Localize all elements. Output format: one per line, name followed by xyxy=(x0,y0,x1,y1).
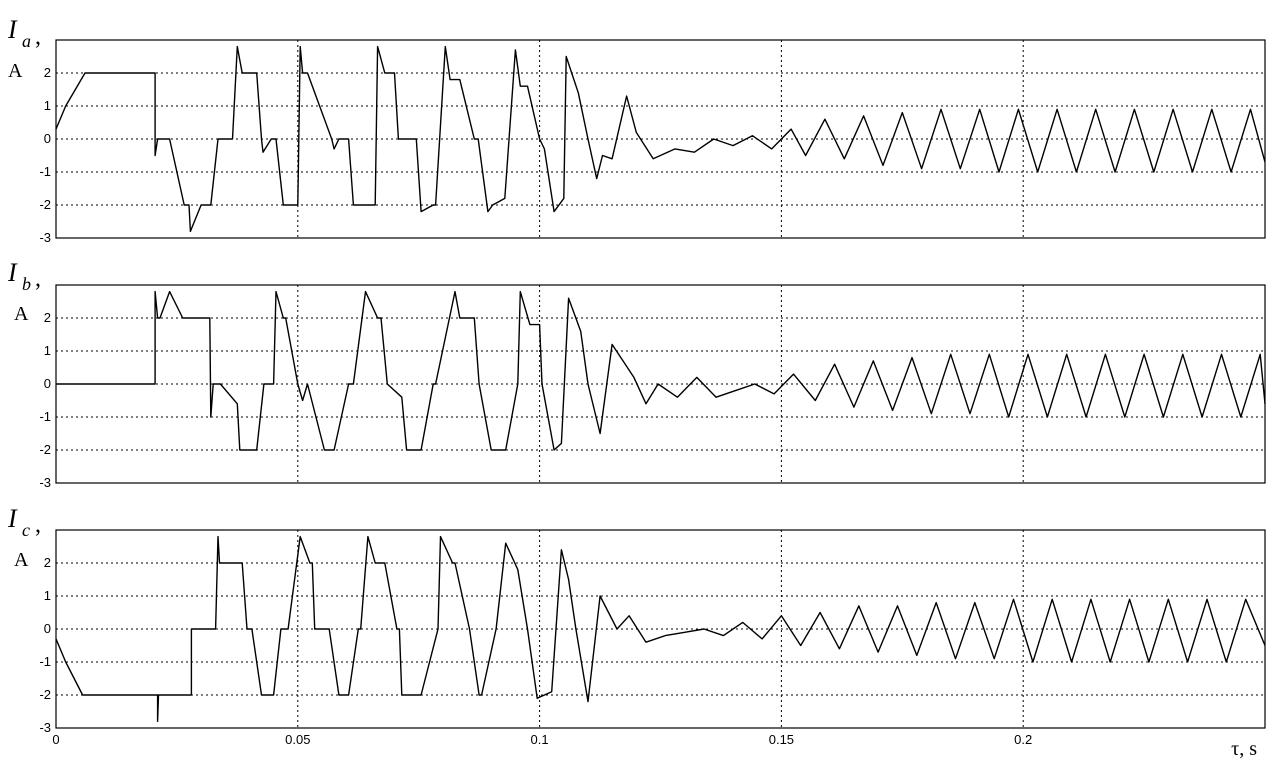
y-tick-label: 1 xyxy=(44,343,51,358)
ic-xlabel: τ, s xyxy=(1231,738,1257,760)
y-tick-label: 0 xyxy=(44,376,51,391)
ic-axes-frame xyxy=(55,529,1266,729)
y-tick-label: -3 xyxy=(39,230,51,245)
y-tick-label: -1 xyxy=(39,409,51,424)
ic-grid xyxy=(56,530,1265,728)
ic-ylabel-comma: , xyxy=(35,512,41,538)
ia-series xyxy=(55,45,1266,233)
ib-y-ticks: -3 -2 -1 0 1 2 xyxy=(39,310,51,490)
ia-panel: I a , A -3 -2 -1 0 1 2 xyxy=(7,15,1266,245)
ic-series xyxy=(55,535,1266,723)
ia-ylabel-comma: , xyxy=(35,24,41,50)
ic-ylabel-symbol: I xyxy=(7,504,18,533)
series-line xyxy=(55,535,1266,723)
ia-grid xyxy=(56,40,1265,238)
ib-ylabel-symbol: I xyxy=(7,258,18,287)
ic-ylabel-unit: A xyxy=(14,549,29,571)
ia-ylabel-unit: A xyxy=(8,60,23,82)
x-tick-label: 0 xyxy=(52,732,59,747)
x-tick-label: 0.1 xyxy=(531,732,549,747)
ia-axes-frame xyxy=(55,39,1266,239)
y-tick-label: 0 xyxy=(44,131,51,146)
x-tick-label: 0.2 xyxy=(1014,732,1032,747)
y-tick-label: 2 xyxy=(44,555,51,570)
ic-panel: I c , A -3 -2 -1 0 1 2 0 0.05 0.1 0.15 0.2 τ, s xyxy=(7,504,1266,760)
ia-ylabel-subscript: a xyxy=(22,31,31,51)
y-tick-label: -2 xyxy=(39,442,51,457)
y-tick-label: 0 xyxy=(44,621,51,636)
ic-y-ticks: -3 -2 -1 0 1 2 xyxy=(39,555,51,735)
x-tick-label: 0.15 xyxy=(769,732,794,747)
ib-ylabel-comma: , xyxy=(35,266,41,292)
x-tick-label: 0.05 xyxy=(285,732,310,747)
ic-x-ticks: 0 0.05 0.1 0.15 0.2 xyxy=(52,732,1032,747)
y-tick-label: 1 xyxy=(44,588,51,603)
y-tick-label: -3 xyxy=(39,475,51,490)
ib-panel: I b , A -3 -2 -1 0 1 2 xyxy=(7,258,1266,490)
y-tick-label: 2 xyxy=(44,310,51,325)
y-tick-label: -1 xyxy=(39,654,51,669)
y-tick-label: 1 xyxy=(44,98,51,113)
y-tick-label: -3 xyxy=(39,720,51,735)
ib-series xyxy=(56,290,1266,451)
y-tick-label: -2 xyxy=(39,687,51,702)
ib-ylabel-unit: A xyxy=(14,303,29,325)
ia-ylabel-symbol: I xyxy=(7,15,18,44)
ib-grid xyxy=(56,285,1265,483)
ia-y-ticks: -3 -2 -1 0 1 2 xyxy=(39,65,51,245)
series-line xyxy=(55,45,1266,233)
y-tick-label: 2 xyxy=(44,65,51,80)
ib-ylabel-subscript: b xyxy=(22,274,31,294)
series-line xyxy=(56,290,1266,451)
ib-axes-frame xyxy=(55,284,1266,484)
ic-ylabel-subscript: c xyxy=(22,520,30,540)
y-tick-label: -1 xyxy=(39,164,51,179)
y-tick-label: -2 xyxy=(39,197,51,212)
